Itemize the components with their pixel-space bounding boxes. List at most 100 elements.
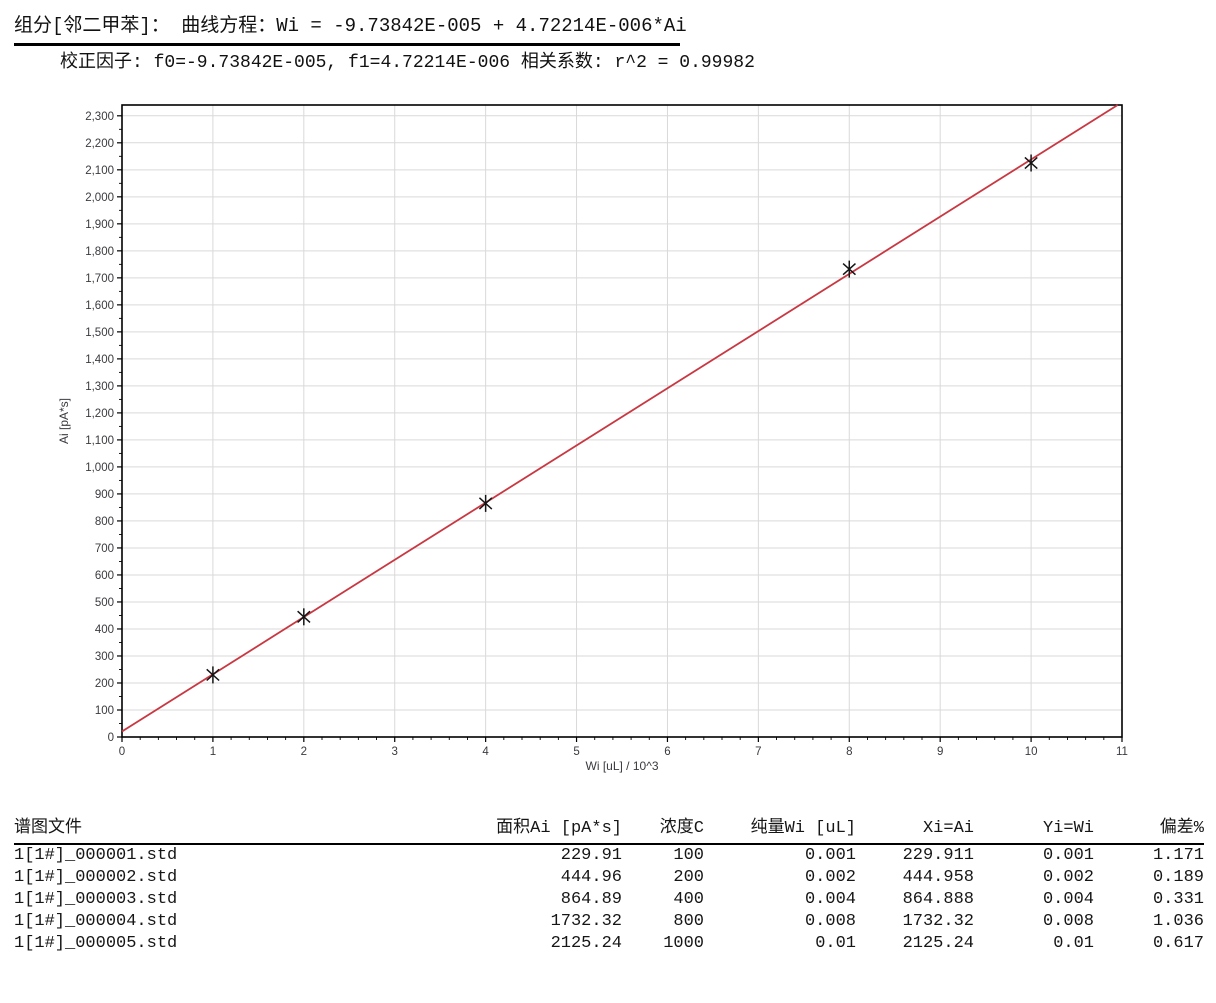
marker-arm: [842, 262, 856, 276]
y-tick-label: 0: [108, 732, 114, 744]
cell-conc: 200: [673, 868, 704, 887]
cell-amount: 0.002: [804, 868, 856, 887]
y-tick-label: 900: [95, 489, 114, 501]
marker-arm: [206, 668, 220, 682]
cell-yi: 0.01: [1053, 934, 1094, 953]
x-tick-label: 10: [1025, 746, 1038, 758]
calibration-curve-chart: 0 100 200 300 400 500 600 700 800 900 1,000 1,100 1,…: [0, 90, 1216, 790]
x-tick-label: 1: [210, 746, 216, 758]
y-tick-label: 400: [95, 624, 114, 636]
x-tick-label: 7: [755, 746, 761, 758]
cell-area: 2125.24: [550, 934, 622, 953]
y-tick-label: 1,500: [85, 327, 114, 339]
col-header-xi: Xi=Ai: [856, 810, 974, 845]
table-header-row: 谱图文件 面积Ai [pA*s] 浓度C 纯量Wi [uL] Xi=Ai Yi=…: [14, 810, 1204, 845]
curve-equation-text: 组分[邻二甲苯]： 曲线方程：Wi = -9.73842E-005 + 4.72…: [14, 15, 687, 37]
cell-amount: 0.008: [804, 912, 856, 931]
cell-xi: 1732.32: [902, 912, 974, 931]
y-tick-label: 2,100: [85, 165, 114, 177]
y-tick-label: 600: [95, 570, 114, 582]
y-tick-label: 1,000: [85, 462, 114, 474]
cell-amount: 0.001: [804, 846, 856, 865]
x-tick-label: 3: [392, 746, 398, 758]
cell-conc: 1000: [663, 934, 704, 953]
y-tick-label: 1,400: [85, 354, 114, 366]
y-tick-label: 1,100: [85, 435, 114, 447]
cell-area: 1732.32: [550, 912, 622, 931]
y-tick-label: 2,300: [85, 111, 114, 123]
y-tick-label: 2,200: [85, 138, 114, 150]
col-header-concentration: 浓度C: [622, 810, 704, 845]
cell-xi: 229.911: [902, 846, 974, 865]
cell-yi: 0.001: [1042, 846, 1094, 865]
col-header-deviation: 偏差%: [1094, 810, 1204, 845]
col-header-area: 面积Ai [pA*s]: [466, 810, 622, 845]
y-tick-label: 200: [95, 678, 114, 690]
y-tick-label: 1,700: [85, 273, 114, 285]
x-tick-label: 9: [937, 746, 943, 758]
cell-file: 1[1#]_000001.std: [14, 846, 178, 865]
y-tick-label: 1,900: [85, 219, 114, 231]
marker-arm: [478, 497, 493, 510]
cell-xi: 444.958: [902, 868, 974, 887]
y-tick-label: 700: [95, 543, 114, 555]
cell-area: 864.89: [560, 890, 622, 909]
cell-file: 1[1#]_000003.std: [14, 890, 178, 909]
cell-area: 444.96: [560, 868, 622, 887]
y-tick-label: 2,000: [85, 192, 114, 204]
col-header-yi: Yi=Wi: [974, 810, 1094, 845]
calibration-factors-text: 校正因子: f0=-9.73842E-005, f1=4.72214E-006 …: [60, 53, 755, 73]
cell-deviation: 1.036: [1152, 912, 1204, 931]
cell-amount: 0.01: [815, 934, 856, 953]
cell-xi: 2125.24: [902, 934, 974, 953]
cell-area: 229.91: [560, 846, 622, 865]
table-row: 1[1#]_000003.std 864.89 400 0.004 864.88…: [14, 889, 1204, 911]
data-point-marker: [1024, 154, 1038, 172]
x-tick-label: 0: [119, 746, 125, 758]
x-tick-label: 8: [846, 746, 852, 758]
cell-conc: 800: [673, 912, 704, 931]
cell-file: 1[1#]_000004.std: [14, 912, 178, 931]
cell-deviation: 0.189: [1152, 868, 1204, 887]
x-tick-label: 11: [1116, 746, 1128, 758]
table-row: 1[1#]_000005.std 2125.24 1000 0.01 2125.…: [14, 933, 1204, 955]
cell-conc: 400: [673, 890, 704, 909]
y-tick-label: 1,300: [85, 381, 114, 393]
col-header-amount: 纯量Wi [uL]: [704, 810, 856, 845]
x-tick-label: 5: [573, 746, 579, 758]
cell-conc: 100: [673, 846, 704, 865]
y-tick-label: 1,200: [85, 408, 114, 420]
cell-yi: 0.008: [1042, 912, 1094, 931]
calibration-curve-plot: 01002003004005006007008009001,0001,1001,…: [57, 104, 1128, 773]
table-row: 1[1#]_000002.std 444.96 200 0.002 444.95…: [14, 867, 1204, 889]
y-tick-label: 1,800: [85, 246, 114, 258]
plot-frame: [121, 104, 1123, 738]
calibration-factors-line: 校正因子: f0=-9.73842E-005, f1=4.72214E-006 …: [60, 52, 755, 74]
y-tick-label: 800: [95, 516, 114, 528]
marker-arm: [1024, 156, 1038, 170]
cell-deviation: 0.617: [1152, 934, 1204, 953]
x-tick-label: 4: [482, 746, 489, 758]
data-point-marker: [206, 666, 220, 684]
col-header-file: 谱图文件: [14, 810, 466, 845]
cell-xi: 864.888: [902, 890, 974, 909]
cell-deviation: 0.331: [1152, 890, 1204, 909]
component-curve-equation: 组分[邻二甲苯]： 曲线方程：Wi = -9.73842E-005 + 4.72…: [14, 14, 687, 46]
x-tick-label: 2: [301, 746, 307, 758]
x-tick-label: 6: [664, 746, 670, 758]
y-tick-label: 100: [95, 705, 114, 717]
data-point-marker: [842, 260, 856, 278]
fit-line: [121, 104, 1119, 733]
marker-arm: [297, 610, 311, 623]
y-tick-label: 300: [95, 651, 114, 663]
cell-deviation: 1.171: [1152, 846, 1204, 865]
cell-yi: 0.002: [1042, 868, 1094, 887]
y-tick-label: 1,600: [85, 300, 114, 312]
data-point-marker: [478, 494, 493, 512]
cell-file: 1[1#]_000002.std: [14, 868, 178, 887]
table-row: 1[1#]_000001.std 229.91 100 0.001 229.91…: [14, 844, 1204, 867]
y-axis-title: Ai [pA*s]: [57, 398, 71, 444]
y-tick-label: 500: [95, 597, 114, 609]
x-axis-title: Wi [uL] / 10^3: [586, 759, 659, 773]
